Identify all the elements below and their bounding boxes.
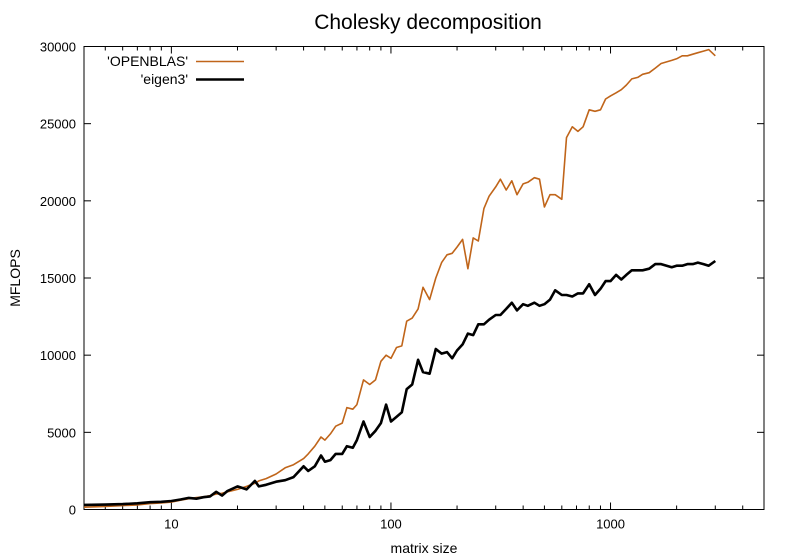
y-axis-title: MFLOPS: [7, 249, 23, 307]
y-tick-label: 20000: [40, 194, 76, 209]
series-layer: [83, 48, 717, 508]
y-axis: 0 5000 10000 15000 20000 25000 30000: [40, 40, 764, 518]
x-tick-label: 10: [164, 517, 178, 532]
y-tick-label: 0: [69, 503, 76, 518]
x-tick-label: 1000: [596, 517, 625, 532]
y-tick-label: 10000: [40, 348, 76, 363]
chart-title: Cholesky decomposition: [314, 11, 542, 34]
legend-label-openblas: 'OPENBLAS': [107, 53, 188, 69]
legend: 'OPENBLAS' 'eigen3': [107, 53, 244, 87]
y-tick-label: 5000: [47, 425, 76, 440]
y-tick-label: 15000: [40, 271, 76, 286]
x-axis: 10 100 1000: [83, 46, 765, 532]
y-tick-label: 25000: [40, 117, 76, 132]
y-tick-label: 30000: [40, 40, 76, 55]
x-axis-title: matrix size: [391, 540, 458, 556]
plot-frame: [83, 46, 765, 510]
x-tick-label: 100: [380, 517, 402, 532]
series-line-eigen3: [83, 259, 717, 507]
legend-label-eigen3: 'eigen3': [141, 71, 188, 87]
